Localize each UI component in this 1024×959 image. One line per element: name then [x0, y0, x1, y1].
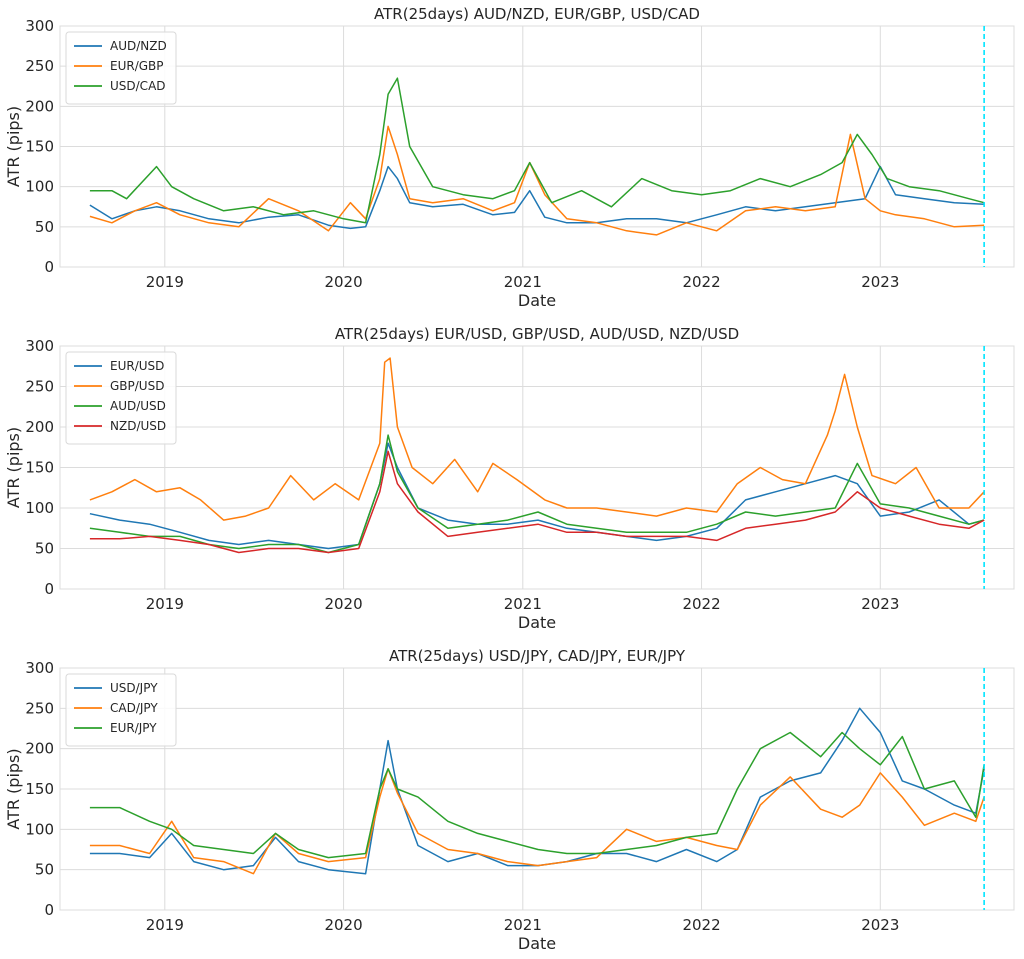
y-tick-label: 250	[25, 378, 54, 396]
x-tick-label: 2021	[504, 595, 542, 613]
y-tick-label: 0	[44, 258, 54, 276]
y-tick-label: 100	[25, 499, 54, 517]
series-line-eur-gbp	[89, 125, 985, 236]
series-line-usd-cad	[89, 77, 985, 224]
x-tick-label: 2022	[682, 595, 720, 613]
y-axis-label: ATR (pips)	[4, 106, 23, 187]
legend-label: GBP/USD	[110, 379, 164, 393]
x-tick-label: 2023	[861, 595, 899, 613]
y-tick-label: 300	[25, 337, 54, 355]
x-axis-label: Date	[518, 291, 556, 310]
x-tick-label: 2023	[861, 916, 899, 934]
x-tick-label: 2020	[324, 273, 362, 291]
y-tick-label: 300	[25, 17, 54, 35]
plot-area	[59, 25, 1015, 268]
legend: USD/JPY CAD/JPY EUR/JPY	[65, 673, 177, 747]
legend-box	[65, 351, 177, 445]
series-line-eur-jpy	[89, 731, 985, 859]
series-line-nzd-usd	[89, 450, 985, 554]
y-axis-label: ATR (pips)	[4, 427, 23, 508]
legend: AUD/NZD EUR/GBP USD/CAD	[65, 31, 177, 105]
y-tick-label: 50	[35, 540, 54, 558]
y-tick-label: 200	[25, 740, 54, 758]
series-line-cad-jpy	[89, 768, 985, 875]
y-tick-label: 250	[25, 57, 54, 75]
legend-label: NZD/USD	[110, 419, 166, 433]
legend-label: EUR/GBP	[110, 59, 164, 73]
x-tick-label: 2019	[146, 916, 184, 934]
legend: EUR/USD GBP/USD AUD/USD NZD/USD	[65, 351, 177, 445]
y-tick-label: 200	[25, 97, 54, 115]
x-tick-label: 2019	[146, 273, 184, 291]
x-tick-label: 2021	[504, 916, 542, 934]
x-tick-label: 2022	[682, 916, 720, 934]
y-tick-label: 0	[44, 580, 54, 598]
legend-label: CAD/JPY	[110, 701, 158, 715]
chart-title: ATR(25days) EUR/USD, GBP/USD, AUD/USD, N…	[335, 325, 739, 343]
y-tick-label: 250	[25, 699, 54, 717]
legend-label: AUD/NZD	[110, 39, 167, 53]
chart-panel-2: 0 50 100 150 200 250 300 2019 2020 2021 2022 2023 AT…	[4, 325, 1015, 632]
legend-label: USD/JPY	[110, 681, 158, 695]
chart-panel-3: 0 50 100 150 200 250 300 2019 2020 2021 2022 2023 AT…	[4, 647, 1015, 953]
x-axis-label: Date	[518, 613, 556, 632]
y-tick-label: 150	[25, 138, 54, 156]
legend-label: AUD/USD	[110, 399, 166, 413]
y-tick-label: 200	[25, 418, 54, 436]
y-tick-label: 150	[25, 780, 54, 798]
chart-title: ATR(25days) USD/JPY, CAD/JPY, EUR/JPY	[389, 647, 686, 665]
series-line-gbp-usd	[89, 357, 985, 521]
chart-panel-1: 0 50 100 150 200 250 300 2019 2020 2021 2022 2023 AT…	[4, 5, 1015, 310]
series-line-aud-usd	[89, 434, 985, 554]
y-tick-label: 100	[25, 820, 54, 838]
plot-area	[59, 667, 1015, 911]
x-tick-label: 2022	[682, 273, 720, 291]
x-tick-label: 2020	[324, 595, 362, 613]
plot-area	[59, 345, 1015, 590]
y-tick-label: 100	[25, 178, 54, 196]
x-tick-label: 2023	[861, 273, 899, 291]
legend-label: EUR/JPY	[110, 721, 157, 735]
y-tick-label: 50	[35, 218, 54, 236]
series-line-eur-usd	[89, 442, 985, 550]
x-tick-label: 2021	[504, 273, 542, 291]
y-tick-label: 50	[35, 861, 54, 879]
x-tick-label: 2019	[146, 595, 184, 613]
legend-label: EUR/USD	[110, 359, 164, 373]
chart-title: ATR(25days) AUD/NZD, EUR/GBP, USD/CAD	[374, 5, 700, 23]
x-tick-label: 2020	[324, 916, 362, 934]
y-axis-label: ATR (pips)	[4, 748, 23, 829]
y-tick-label: 300	[25, 659, 54, 677]
y-tick-label: 0	[44, 901, 54, 919]
y-tick-label: 150	[25, 459, 54, 477]
legend-label: USD/CAD	[110, 79, 166, 93]
x-axis-label: Date	[518, 934, 556, 953]
